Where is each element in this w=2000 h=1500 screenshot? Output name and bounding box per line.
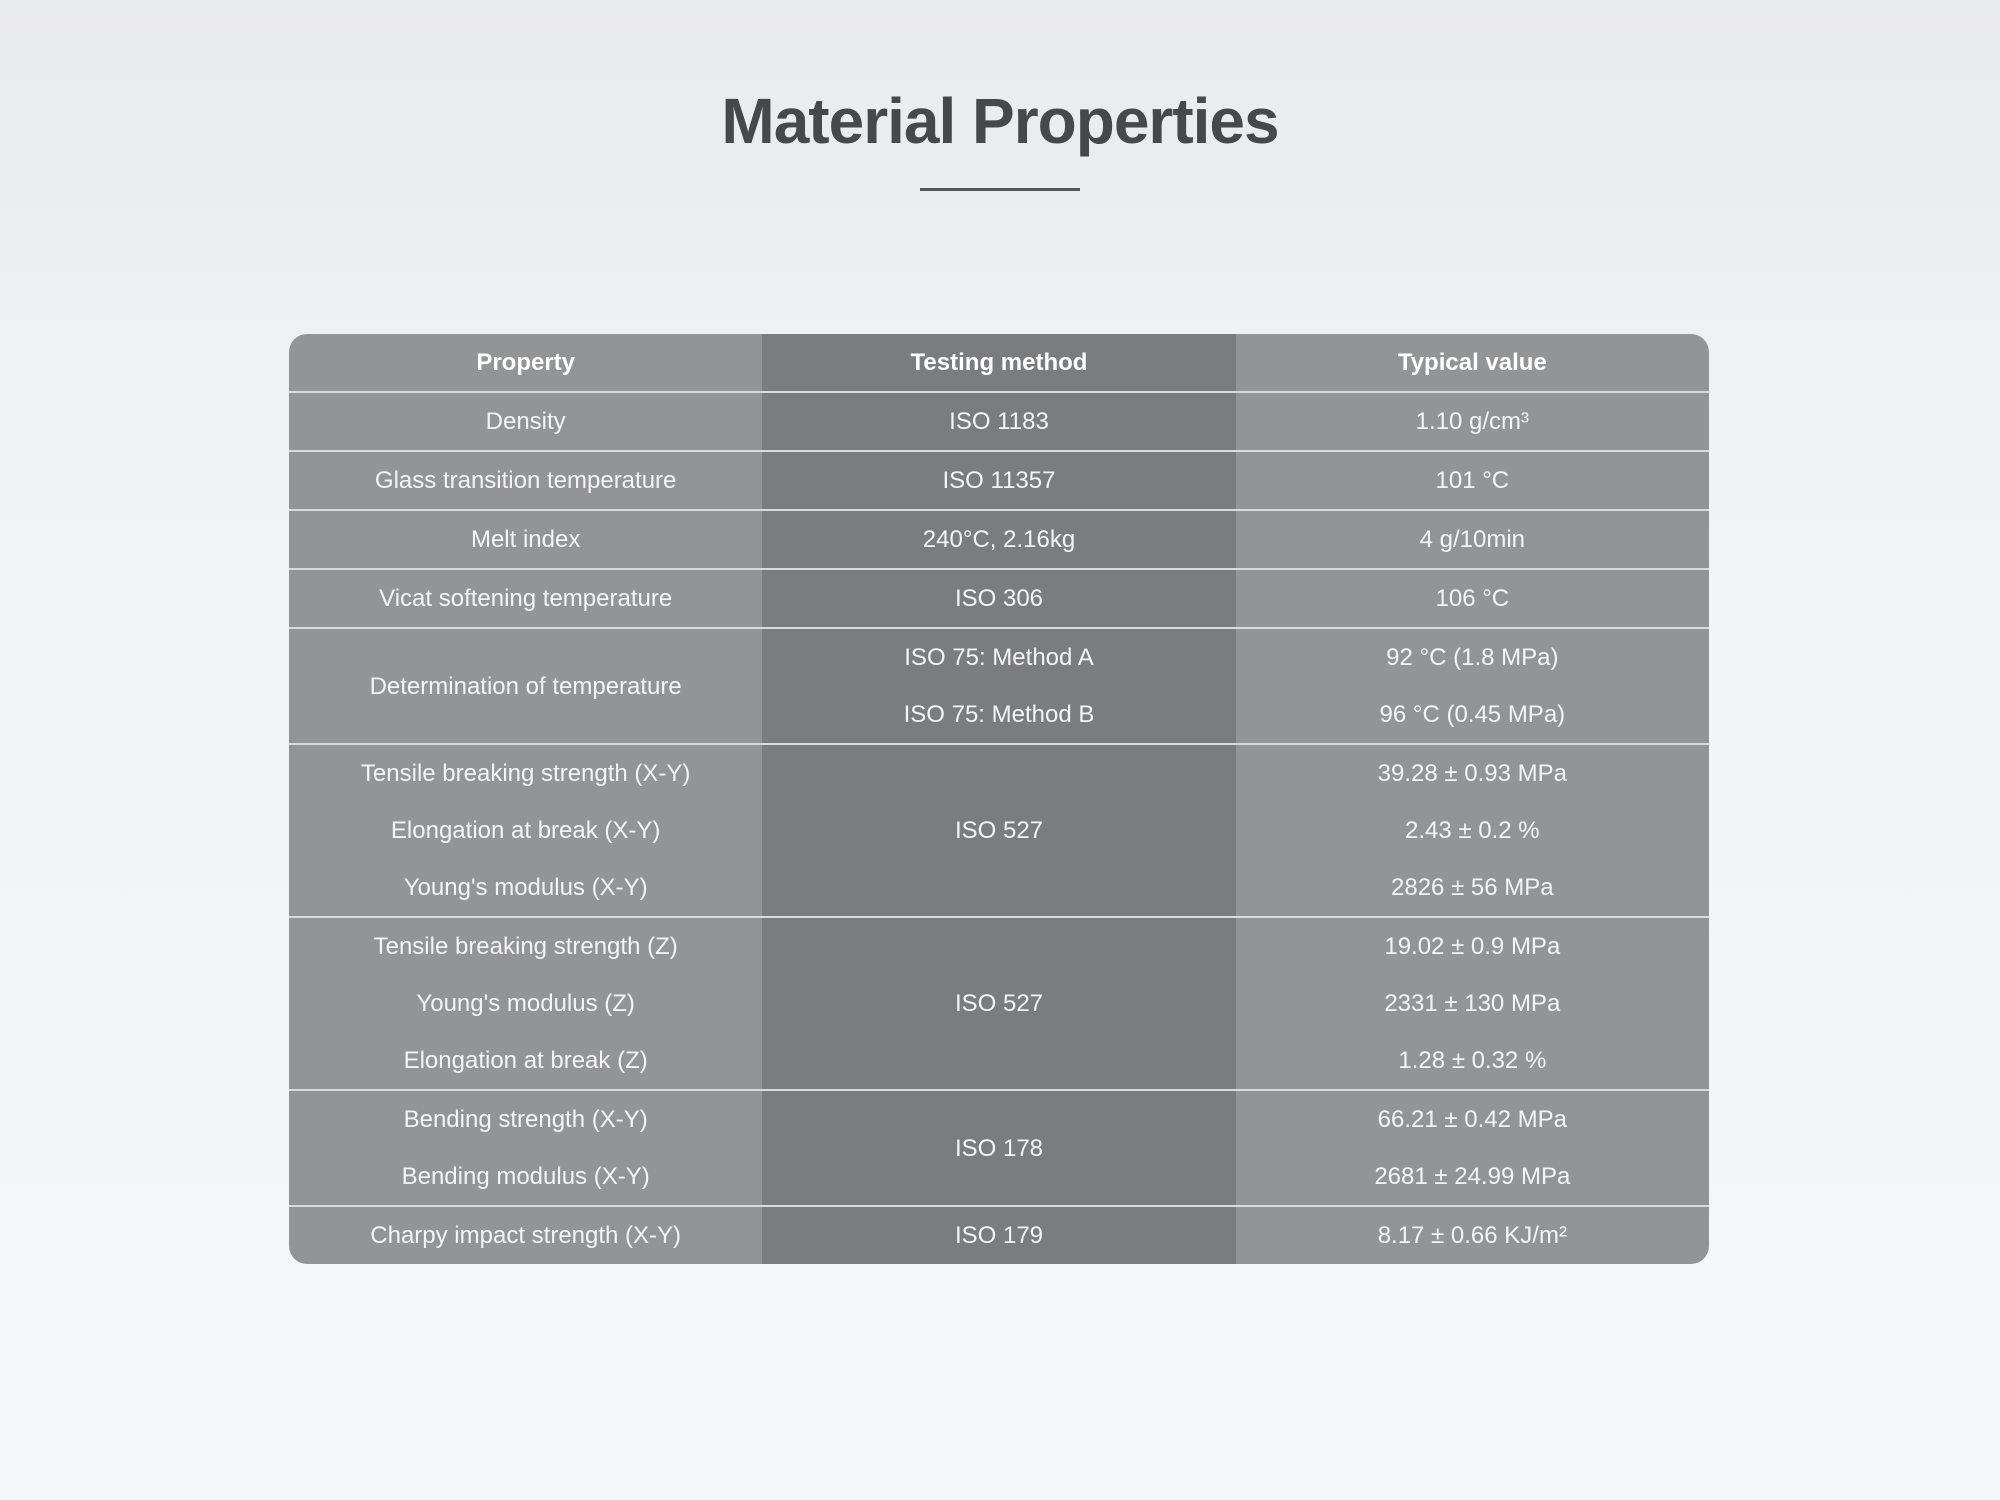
property-cell-text: Bending modulus (X-Y) — [401, 1163, 650, 1190]
header-typical-value: Typical value — [1235, 334, 1709, 391]
value-cell-text: 96 °C (0.45 MPa) — [1379, 701, 1566, 728]
property-cell-text: Determination of temperature — [369, 672, 682, 700]
property-cell: Determination of temperature — [289, 629, 763, 743]
table-row: Charpy impact strength (X-Y) ISO 179 8.17 … — [289, 1205, 1709, 1264]
value-cell-text: 101 °C — [1435, 467, 1510, 494]
method-cell-text: ISO 11357 — [942, 467, 1056, 494]
property-cell-text: Young's modulus (Z) — [416, 990, 635, 1017]
value-cell-text: 39.28 ± 0.93 MPa — [1377, 760, 1567, 787]
method-cell-text: ISO 306 — [954, 585, 1044, 612]
value-cell-text: 2331 ± 130 MPa — [1384, 990, 1561, 1017]
property-cell-text: Elongation at break (X-Y) — [390, 817, 661, 844]
value-cell-text: 4 g/10min — [1419, 526, 1526, 553]
method-cell: ISO 11357 — [762, 452, 1236, 509]
value-cell-text: 2.43 ± 0.2 % — [1405, 817, 1540, 844]
method-cell-text: ISO 179 — [954, 1222, 1044, 1249]
value-cell: 8.17 ± 0.66 KJ/m² — [1235, 1207, 1709, 1264]
value-cell: 101 °C — [1235, 452, 1709, 509]
method-cell: ISO 75: Method A ISO 75: Method B — [762, 629, 1236, 743]
value-cell: 106 °C — [1235, 570, 1709, 627]
property-cell: Glass transition temperature — [289, 452, 763, 509]
value-cell-text: 92 °C (1.8 MPa) — [1386, 644, 1559, 671]
method-cell-text: ISO 178 — [954, 1134, 1044, 1162]
header-label: Testing method — [910, 349, 1088, 376]
table-row: Bending strength (X-Y) Bending modulus (X… — [289, 1089, 1709, 1205]
page-title: Material Properties — [721, 85, 1279, 157]
table-row: Density ISO 1183 1.10 g/cm³ — [289, 391, 1709, 450]
property-cell: Tensile breaking strength (X-Y) Elongatio… — [289, 745, 763, 916]
method-cell: ISO 178 — [762, 1091, 1236, 1205]
method-cell-text: ISO 527 — [954, 990, 1044, 1017]
table-header-row: Property Testing method Typical value — [289, 334, 1709, 391]
header-label: Property — [476, 349, 576, 376]
table-row: Determination of temperature ISO 75: Meth… — [289, 627, 1709, 743]
property-cell-text: Young's modulus (X-Y) — [403, 874, 648, 901]
title-underline — [920, 188, 1080, 191]
value-cell-text: 8.17 ± 0.66 KJ/m² — [1377, 1222, 1567, 1249]
value-cell: 1.10 g/cm³ — [1235, 393, 1709, 450]
property-cell: Density — [289, 393, 763, 450]
value-cell-text: 2681 ± 24.99 MPa — [1374, 1163, 1571, 1190]
method-cell-text: ISO 527 — [954, 817, 1044, 844]
value-cell: 19.02 ± 0.9 MPa 2331 ± 130 MPa 1.28 ± 0.32… — [1235, 918, 1709, 1089]
value-cell: 92 °C (1.8 MPa) 96 °C (0.45 MPa) — [1235, 629, 1709, 743]
value-cell: 66.21 ± 0.42 MPa 2681 ± 24.99 MPa — [1235, 1091, 1709, 1205]
value-cell-text: 1.28 ± 0.32 % — [1398, 1047, 1547, 1074]
table-row: Tensile breaking strength (X-Y) Elongatio… — [289, 743, 1709, 916]
value-cell-text: 2826 ± 56 MPa — [1391, 874, 1554, 901]
property-cell: Vicat softening temperature — [289, 570, 763, 627]
table-row: Melt index 240°C, 2.16kg 4 g/10min — [289, 509, 1709, 568]
table-row: Vicat softening temperature ISO 306 106 °C — [289, 568, 1709, 627]
method-cell-text: ISO 75: Method B — [903, 701, 1095, 728]
property-cell: Tensile breaking strength (Z) Young's mod… — [289, 918, 763, 1089]
value-cell-text: 1.10 g/cm³ — [1415, 408, 1530, 435]
property-cell-text: Tensile breaking strength (Z) — [373, 933, 678, 960]
property-cell-text: Density — [485, 408, 566, 435]
method-cell: 240°C, 2.16kg — [762, 511, 1236, 568]
property-cell-text: Charpy impact strength (X-Y) — [370, 1222, 682, 1249]
value-cell-text: 19.02 ± 0.9 MPa — [1384, 933, 1561, 960]
method-cell: ISO 527 — [762, 745, 1236, 916]
header-property: Property — [289, 334, 763, 391]
table-row: Tensile breaking strength (Z) Young's mod… — [289, 916, 1709, 1089]
value-cell-text: 106 °C — [1435, 585, 1510, 612]
table-row: Glass transition temperature ISO 11357 101… — [289, 450, 1709, 509]
method-cell: ISO 179 — [762, 1207, 1236, 1264]
value-cell: 4 g/10min — [1235, 511, 1709, 568]
value-cell-text: 66.21 ± 0.42 MPa — [1377, 1106, 1567, 1133]
property-cell-text: Tensile breaking strength (X-Y) — [360, 760, 691, 787]
method-cell: ISO 527 — [762, 918, 1236, 1089]
property-cell-text: Bending strength (X-Y) — [403, 1106, 648, 1133]
method-cell-text: 240°C, 2.16kg — [922, 526, 1076, 553]
header-testing-method: Testing method — [762, 334, 1236, 391]
property-cell: Melt index — [289, 511, 763, 568]
property-cell: Charpy impact strength (X-Y) — [289, 1207, 763, 1264]
header-label: Typical value — [1397, 349, 1547, 376]
method-cell-text: ISO 75: Method A — [904, 644, 1094, 671]
method-cell: ISO 306 — [762, 570, 1236, 627]
table-body: Density ISO 1183 1.10 g/cm³ Glass transitio… — [289, 391, 1709, 1264]
property-cell-text: Vicat softening temperature — [379, 585, 673, 612]
method-cell-text: ISO 1183 — [949, 408, 1049, 435]
properties-table: Property Testing method Typical value De… — [289, 334, 1709, 1264]
property-cell-text: Elongation at break (Z) — [403, 1047, 648, 1074]
value-cell: 39.28 ± 0.93 MPa 2.43 ± 0.2 % 2826 ± 56 MP… — [1235, 745, 1709, 916]
property-cell-text: Glass transition temperature — [374, 467, 677, 494]
property-cell-text: Melt index — [470, 526, 581, 553]
property-cell: Bending strength (X-Y) Bending modulus (X… — [289, 1091, 763, 1205]
method-cell: ISO 1183 — [762, 393, 1236, 450]
